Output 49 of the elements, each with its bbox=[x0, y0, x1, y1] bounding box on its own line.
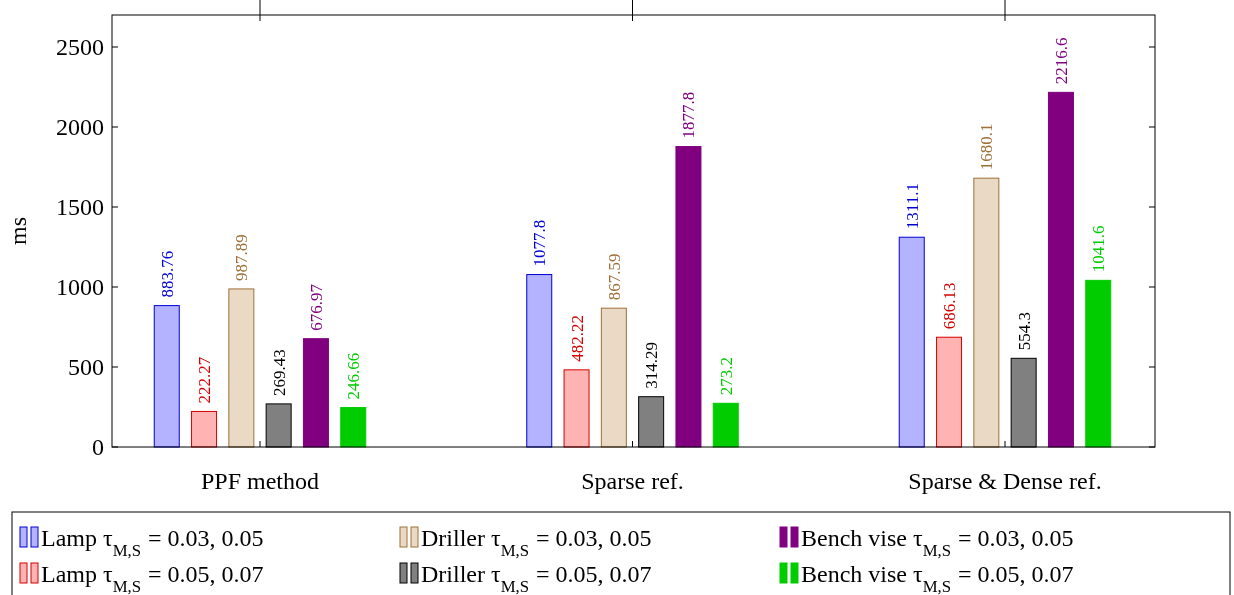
y-axis-title: ms bbox=[5, 216, 31, 246]
data-label: 1311.1 bbox=[902, 183, 922, 230]
data-label: 1041.6 bbox=[1089, 225, 1109, 273]
y-tick-label: 2500 bbox=[56, 34, 104, 61]
data-label: 2216.6 bbox=[1051, 37, 1071, 85]
bar bbox=[228, 288, 255, 448]
bar bbox=[600, 307, 627, 448]
data-label: 867.59 bbox=[604, 253, 624, 301]
data-label: 222.27 bbox=[195, 356, 215, 404]
y-tick-label: 0 bbox=[92, 434, 104, 461]
data-label: 1077.8 bbox=[530, 219, 550, 267]
data-label: 314.29 bbox=[642, 341, 662, 389]
data-label: 273.2 bbox=[716, 357, 736, 396]
y-tick-label: 1500 bbox=[56, 194, 104, 221]
bar bbox=[1085, 279, 1112, 448]
data-label: 686.13 bbox=[940, 282, 960, 330]
x-tick-label: Sparse & Dense ref. bbox=[908, 468, 1102, 494]
bar bbox=[563, 369, 590, 448]
bar bbox=[675, 146, 702, 448]
bar bbox=[526, 274, 553, 448]
data-label: 554.3 bbox=[1014, 312, 1034, 351]
data-label: 1877.8 bbox=[679, 91, 699, 139]
y-tick-label: 500 bbox=[68, 354, 104, 381]
legend-label: Driller τ$_{M,S}$ = 0.03, 0.05 bbox=[421, 525, 652, 560]
bar bbox=[191, 410, 218, 448]
x-tick-label: Sparse ref. bbox=[581, 468, 684, 494]
data-label: 676.97 bbox=[306, 283, 326, 331]
legend-label: Lamp τ$_{M,S}$ = 0.03, 0.05 bbox=[41, 525, 264, 560]
bar bbox=[936, 336, 963, 448]
data-label: 246.66 bbox=[344, 352, 364, 400]
bar bbox=[302, 338, 329, 448]
y-tick-label: 2000 bbox=[56, 114, 104, 141]
data-label: 987.89 bbox=[232, 234, 252, 281]
bar bbox=[153, 305, 180, 448]
bar bbox=[973, 177, 1000, 448]
data-label: 1680.1 bbox=[977, 123, 997, 171]
x-tick-label: PPF method bbox=[200, 468, 320, 494]
data-label: 482.22 bbox=[567, 315, 587, 362]
legend-label: Driller τ$_{M,S}$ = 0.05, 0.07 bbox=[421, 561, 652, 595]
legend-label: Bench vise τ$_{M,S}$ = 0.03, 0.05 bbox=[801, 525, 1074, 560]
data-label: 883.76 bbox=[157, 250, 177, 298]
data-label: 269.43 bbox=[269, 349, 289, 396]
bar bbox=[340, 407, 367, 448]
legend-label: Bench vise τ$_{M,S}$ = 0.05, 0.07 bbox=[801, 561, 1074, 595]
y-tick-label: 1000 bbox=[56, 274, 104, 301]
bar bbox=[712, 402, 739, 448]
bar bbox=[898, 236, 925, 448]
bar bbox=[1047, 91, 1074, 448]
legend-label: Lamp τ$_{M,S}$ = 0.05, 0.07 bbox=[41, 561, 264, 595]
